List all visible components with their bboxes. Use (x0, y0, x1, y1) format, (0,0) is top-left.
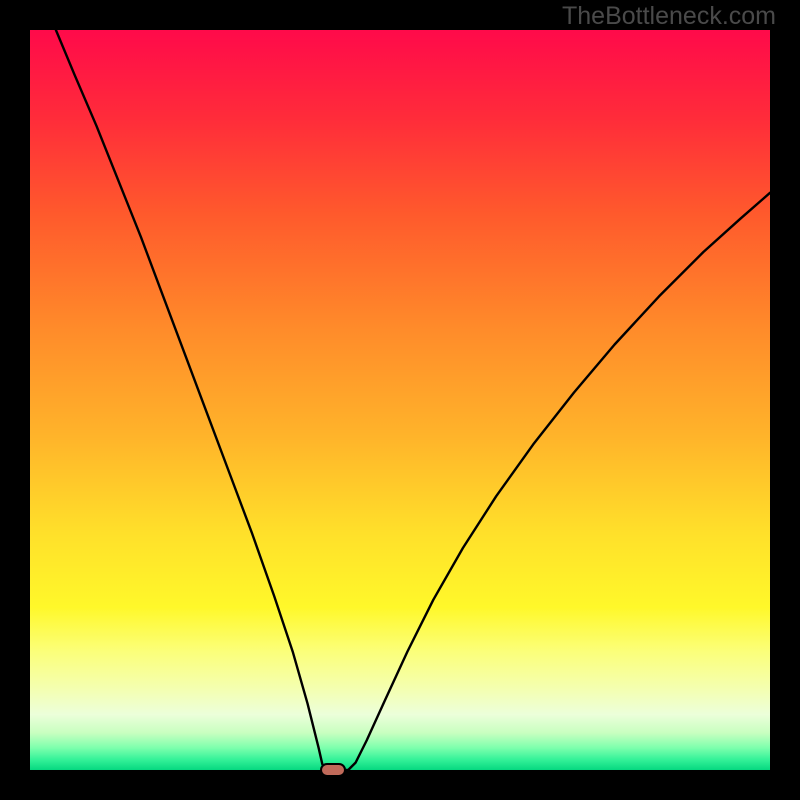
chart-stage: TheBottleneck.com (0, 0, 800, 800)
plot-gradient-background (30, 30, 770, 770)
source-watermark: TheBottleneck.com (562, 2, 776, 31)
optimal-point-marker (320, 763, 346, 777)
